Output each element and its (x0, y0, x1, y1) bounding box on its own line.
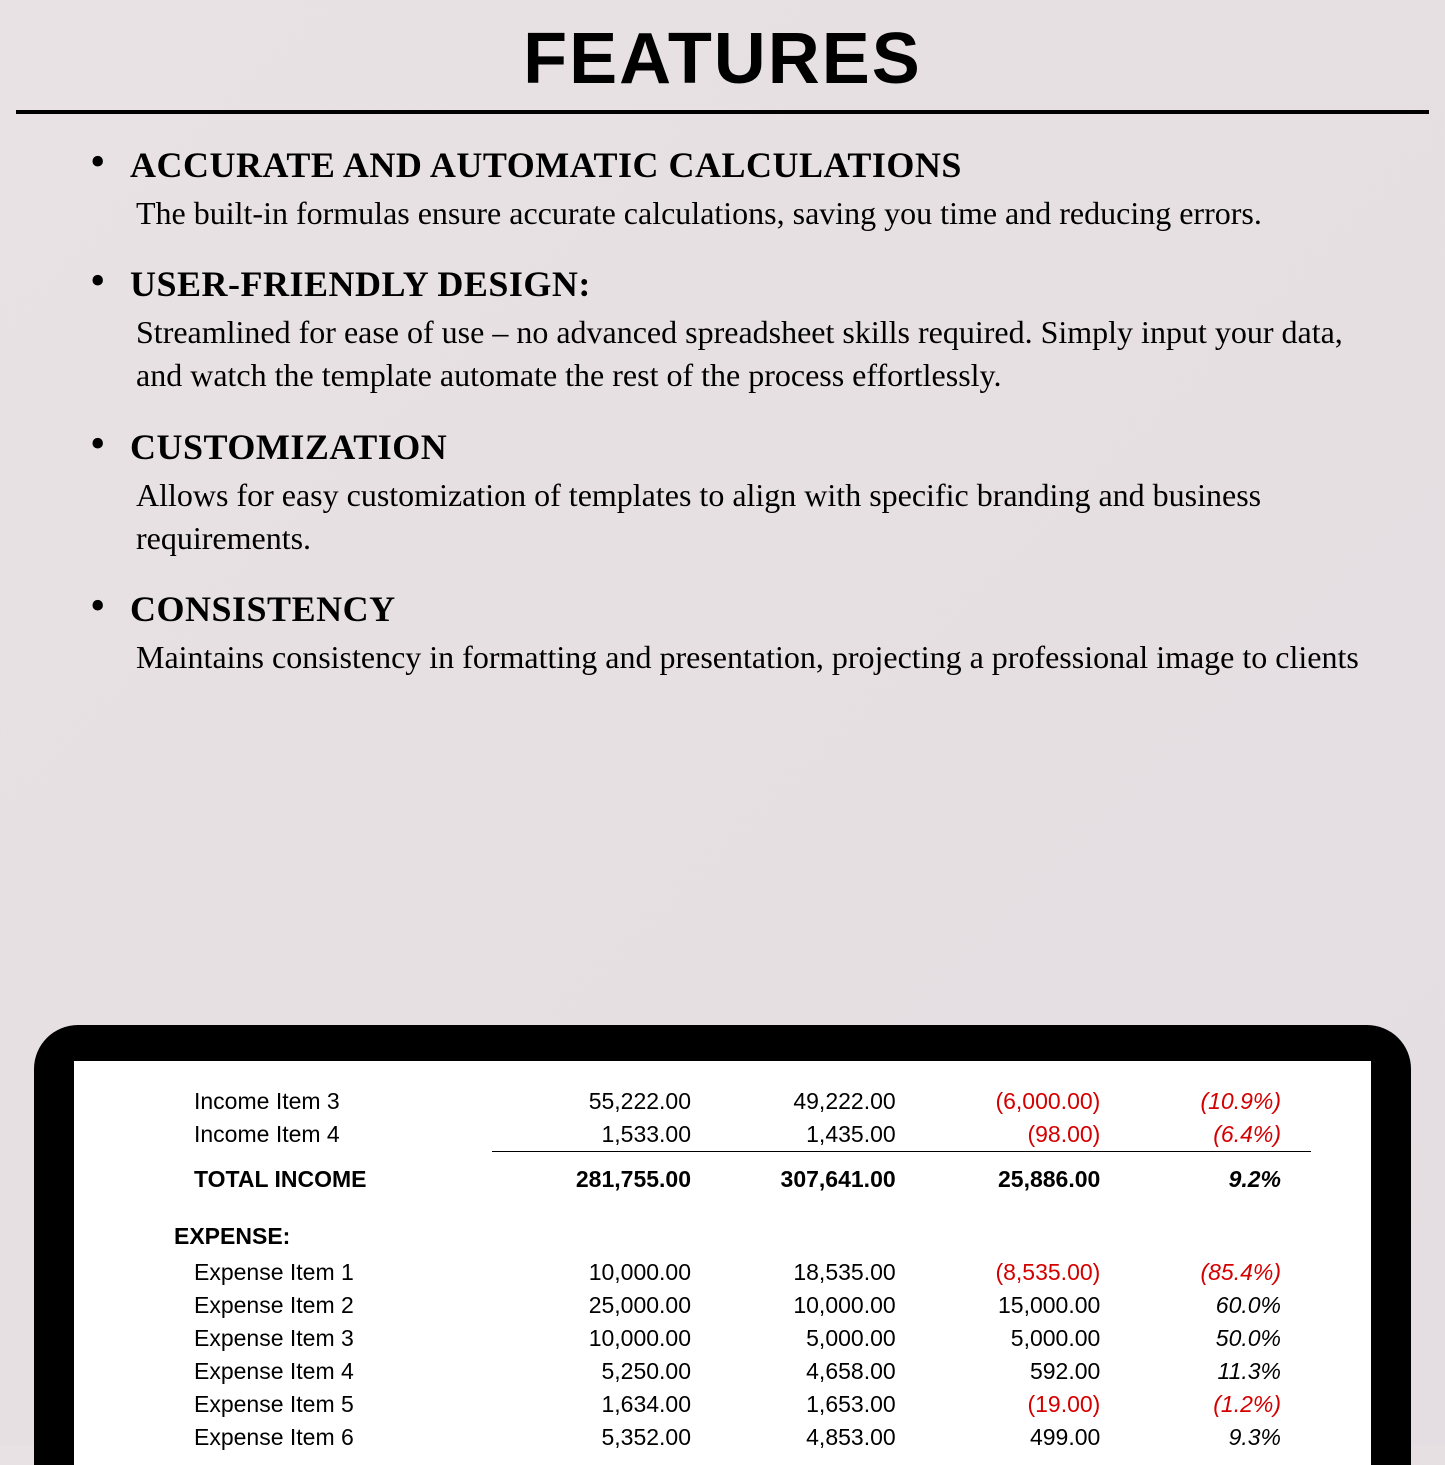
table-cell: 60.0% (1106, 1289, 1311, 1322)
table-row: Expense Item 65,352.004,853.00499.009.3% (174, 1421, 1311, 1454)
feature-item: ACCURATE AND AUTOMATIC CALCULATIONS The … (100, 144, 1365, 235)
table-cell: 307,641.00 (697, 1152, 902, 1208)
table-cell: Income Item 4 (174, 1118, 492, 1152)
page-title: FEATURES (0, 0, 1445, 110)
table-cell: 5,352.00 (492, 1421, 697, 1454)
section-header: EXPENSE: (174, 1207, 1311, 1256)
table-cell: Expense Item 4 (174, 1355, 492, 1388)
table-cell: 10,000.00 (697, 1289, 902, 1322)
table-cell: 281,755.00 (492, 1152, 697, 1208)
feature-body: Allows for easy customization of templat… (130, 474, 1365, 560)
table-cell: 18,535.00 (697, 1256, 902, 1289)
table-cell: (8,535.00) (902, 1256, 1107, 1289)
table-row: Expense Item 51,634.001,653.00(19.00)(1.… (174, 1388, 1311, 1421)
table-cell: 25,000.00 (492, 1289, 697, 1322)
table-cell: 9.3% (1106, 1421, 1311, 1454)
table-cell: (10.9%) (1106, 1085, 1311, 1118)
table-cell: Expense Item 5 (174, 1388, 492, 1421)
table-row: Expense Item 45,250.004,658.00592.0011.3… (174, 1355, 1311, 1388)
table-cell: 592.00 (902, 1355, 1107, 1388)
table-cell: (6,000.00) (902, 1085, 1107, 1118)
table-cell: (1.2%) (1106, 1388, 1311, 1421)
table-cell: 1,533.00 (492, 1118, 697, 1152)
table-row: Expense Item 225,000.0010,000.0015,000.0… (174, 1289, 1311, 1322)
table-cell: 1,435.00 (697, 1118, 902, 1152)
table-cell: 499.00 (902, 1421, 1107, 1454)
table-cell: Expense Item 2 (174, 1289, 492, 1322)
feature-body: Maintains consistency in formatting and … (130, 636, 1365, 679)
table-cell: 1,634.00 (492, 1388, 697, 1421)
table-cell: Expense Item 1 (174, 1256, 492, 1289)
feature-item: CUSTOMIZATION Allows for easy customizat… (100, 426, 1365, 560)
feature-body: Streamlined for ease of use – no advance… (130, 311, 1365, 397)
feature-body: The built-in formulas ensure accurate ca… (130, 192, 1365, 235)
table-cell: 25,886.00 (902, 1152, 1107, 1208)
table-cell: 4,853.00 (697, 1421, 902, 1454)
table-cell: 10,000.00 (492, 1322, 697, 1355)
feature-heading: USER-FRIENDLY DESIGN: (130, 263, 1365, 305)
feature-item: USER-FRIENDLY DESIGN: Streamlined for ea… (100, 263, 1365, 397)
table-cell: 5,000.00 (902, 1322, 1107, 1355)
table-cell: 50.0% (1106, 1322, 1311, 1355)
table-cell: (6.4%) (1106, 1118, 1311, 1152)
table-cell: 9.2% (1106, 1152, 1311, 1208)
table-cell: 5,250.00 (492, 1355, 697, 1388)
device-frame: Income Item 355,222.0049,222.00(6,000.00… (34, 1025, 1411, 1465)
device-screen: Income Item 355,222.0049,222.00(6,000.00… (74, 1061, 1371, 1465)
table-cell: (19.00) (902, 1388, 1107, 1421)
table-row: Income Item 41,533.001,435.00(98.00)(6.4… (174, 1118, 1311, 1152)
table-cell: 10,000.00 (492, 1256, 697, 1289)
features-list: ACCURATE AND AUTOMATIC CALCULATIONS The … (0, 114, 1445, 679)
table-row: TOTAL INCOME281,755.00307,641.0025,886.0… (174, 1152, 1311, 1208)
ledger-table: Income Item 355,222.0049,222.00(6,000.00… (174, 1085, 1311, 1454)
table-cell: 55,222.00 (492, 1085, 697, 1118)
feature-item: CONSISTENCY Maintains consistency in for… (100, 588, 1365, 679)
feature-heading: CONSISTENCY (130, 588, 1365, 630)
table-cell: 1,653.00 (697, 1388, 902, 1421)
table-cell: (85.4%) (1106, 1256, 1311, 1289)
table-cell: TOTAL INCOME (174, 1152, 492, 1208)
table-cell: 11.3% (1106, 1355, 1311, 1388)
table-row: Expense Item 310,000.005,000.005,000.005… (174, 1322, 1311, 1355)
table-row: Income Item 355,222.0049,222.00(6,000.00… (174, 1085, 1311, 1118)
table-cell: 5,000.00 (697, 1322, 902, 1355)
table-cell: Expense Item 3 (174, 1322, 492, 1355)
table-cell: 15,000.00 (902, 1289, 1107, 1322)
table-cell: Income Item 3 (174, 1085, 492, 1118)
table-cell: Expense Item 6 (174, 1421, 492, 1454)
table-row: Expense Item 110,000.0018,535.00(8,535.0… (174, 1256, 1311, 1289)
table-cell: 49,222.00 (697, 1085, 902, 1118)
table-cell: 4,658.00 (697, 1355, 902, 1388)
feature-heading: ACCURATE AND AUTOMATIC CALCULATIONS (130, 144, 1365, 186)
feature-heading: CUSTOMIZATION (130, 426, 1365, 468)
section-header-row: EXPENSE: (174, 1207, 1311, 1256)
table-cell: (98.00) (902, 1118, 1107, 1152)
